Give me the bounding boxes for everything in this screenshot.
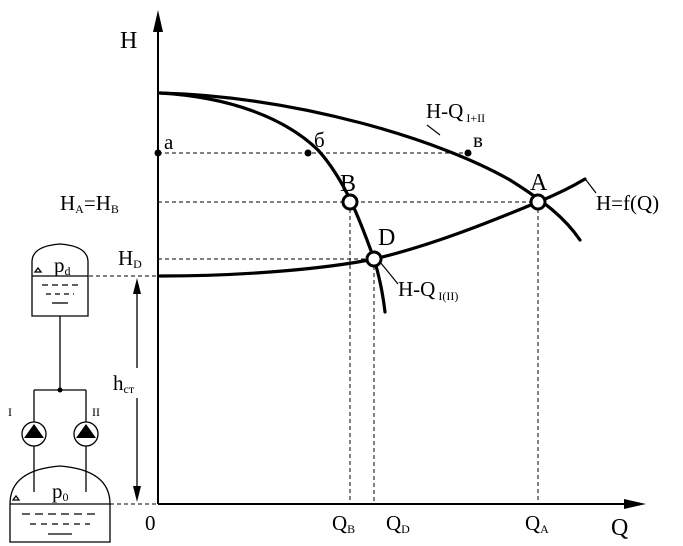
- axes: H Q 0: [120, 10, 646, 541]
- static-head-label-bg: [110, 368, 150, 398]
- pump-right: [73, 421, 99, 447]
- static-head-arrow-top: [133, 278, 141, 294]
- tick-qb: QB: [332, 511, 355, 536]
- leader-single: [379, 261, 399, 285]
- point-v-marker: [464, 149, 472, 157]
- point-b-label: б: [314, 128, 325, 152]
- leader-combined: [426, 124, 441, 136]
- point-b-marker: [304, 149, 312, 157]
- upper-tank-body: [31, 243, 89, 317]
- guide-lines: [75, 152, 539, 505]
- static-head-arrow-bottom: [133, 486, 141, 502]
- origin-label: 0: [145, 511, 156, 535]
- point-v-label: в: [473, 128, 483, 152]
- upper-level-marker: [33, 266, 43, 273]
- tick-hd: HD: [118, 246, 142, 271]
- tick-qd: QD: [386, 511, 410, 536]
- points: а б в B D A: [154, 128, 548, 268]
- point-a-label: а: [164, 130, 174, 154]
- static-head-dimension: hст: [110, 278, 150, 502]
- y-axis-arrow: [153, 10, 163, 32]
- pump-right-label: II: [92, 405, 100, 419]
- tick-ha-hb: HA=HB: [60, 191, 119, 216]
- curves: [158, 91, 587, 314]
- label-system: H=f(Q): [596, 191, 659, 215]
- y-tick-labels: HA=HB HD: [60, 191, 142, 271]
- pump-left: [21, 421, 47, 447]
- static-head-label: hст: [113, 371, 135, 396]
- y-axis-label: H: [120, 28, 137, 54]
- pump-piping: I II: [8, 316, 100, 492]
- point-a-marker: [154, 149, 162, 157]
- lower-tank-body: [9, 465, 111, 543]
- label-combined: H-Q I+II: [426, 99, 485, 125]
- label-single: H-Q I(II): [398, 277, 458, 303]
- upper-tank-label: pd: [54, 253, 71, 278]
- lower-level-marker: [11, 494, 21, 501]
- leader-system: [585, 179, 597, 194]
- x-axis-arrow: [624, 499, 646, 509]
- tick-qa: QA: [525, 511, 549, 536]
- curve-system: [158, 177, 587, 278]
- point-A-marker: [529, 193, 547, 211]
- point-D-marker: [365, 250, 383, 268]
- x-tick-labels: QB QD QA: [332, 511, 549, 536]
- point-A-label: A: [530, 170, 548, 196]
- curve-labels: H-Q I+II H-Q I(II) H=f(Q): [379, 99, 659, 303]
- pump-left-label: I: [8, 405, 12, 419]
- pump-right-triangle: [76, 424, 96, 438]
- curve-single: [158, 91, 387, 314]
- pump-left-triangle: [24, 424, 44, 438]
- point-B-marker: [341, 193, 359, 211]
- lower-tank-label: p0: [52, 479, 69, 504]
- curve-combined: [158, 91, 582, 242]
- point-B-label: B: [340, 171, 356, 197]
- upper-tank: pd: [31, 243, 89, 317]
- lower-tank: p0: [9, 465, 111, 543]
- x-axis-label: Q: [611, 515, 628, 541]
- point-D-label: D: [378, 225, 395, 251]
